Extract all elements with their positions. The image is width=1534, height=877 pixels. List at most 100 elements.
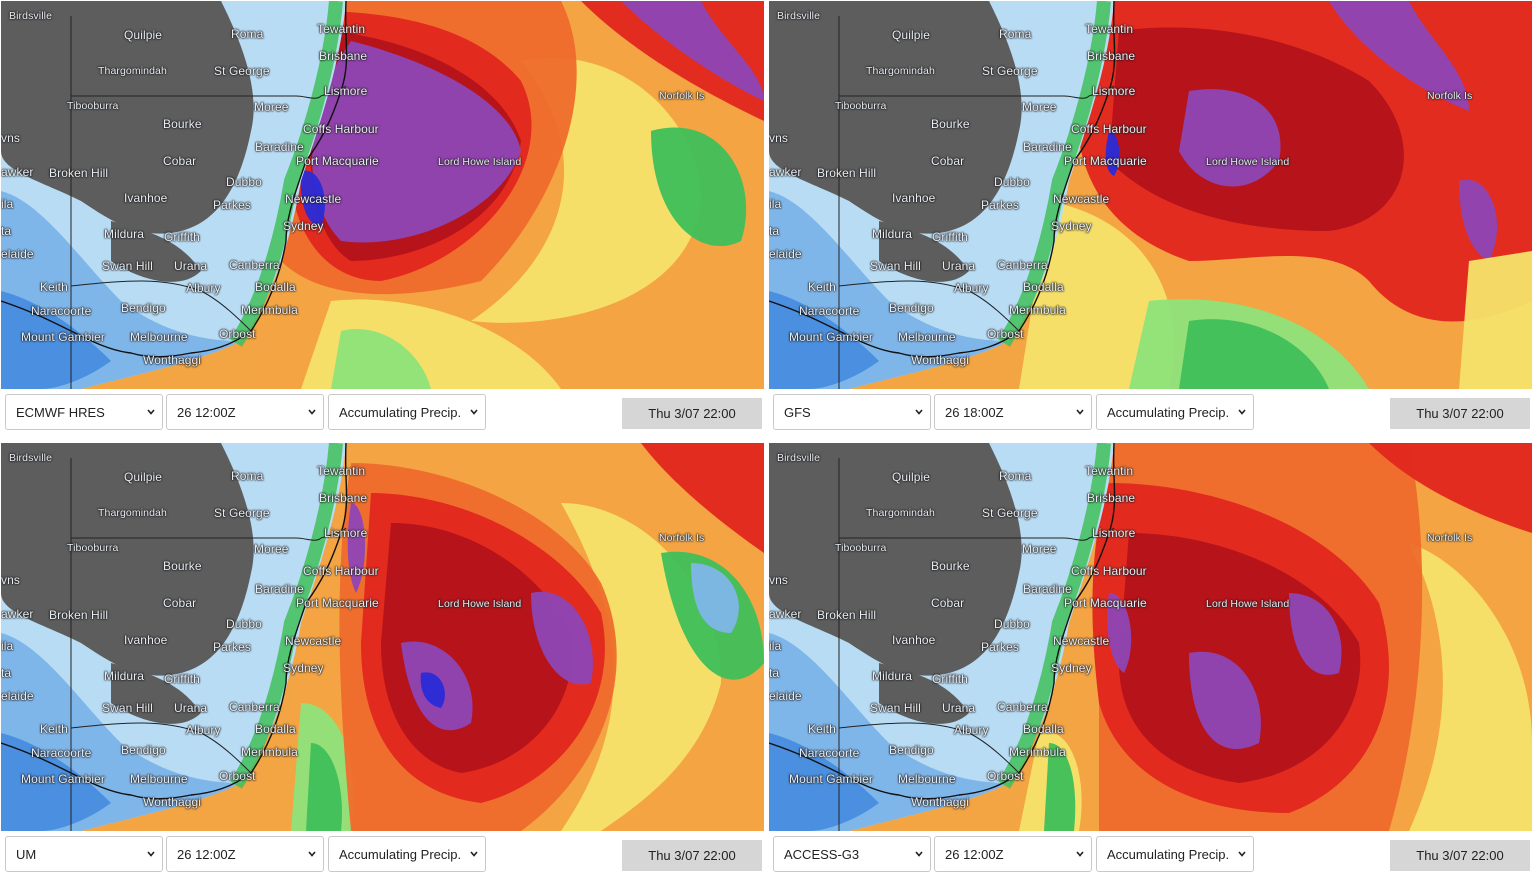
model-select-value: ECMWF HRES [16, 404, 105, 420]
place-label: Coffs Harbour [1071, 122, 1147, 136]
precip-contour [531, 591, 593, 685]
run-select-value: 26 12:00Z [945, 846, 1004, 862]
model-select[interactable]: ACCESS-G3 [773, 836, 931, 872]
place-label: Canberra [997, 700, 1048, 714]
place-label: Swan Hill [870, 701, 921, 715]
place-label: Newcastle [285, 634, 342, 648]
place-label: Griffith [164, 672, 200, 686]
place-label: Naracoorte [31, 304, 92, 318]
precip-map[interactable]: Birdsville Quilpie Roma Tewantin Brisbane Tha… [769, 443, 1532, 831]
run-select[interactable]: 26 12:00Z [166, 836, 324, 872]
model-select-value: ACCESS-G3 [784, 846, 860, 862]
precip-overlay [769, 443, 1532, 831]
variable-select[interactable]: Accumulating Precip. [328, 394, 486, 430]
run-select[interactable]: 26 18:00Z [934, 394, 1092, 430]
precip-map[interactable]: Birdsville Quilpie Roma Tewantin Brisbane Tha… [769, 1, 1532, 389]
place-label: Lord Howe Island [1206, 598, 1290, 610]
place-label: Quilpie [124, 470, 163, 484]
place-label: Mildura [104, 227, 145, 241]
place-label: Wonthaggi [911, 795, 970, 809]
place-label: Dubbo [994, 175, 1030, 189]
place-label: Birdsville [777, 10, 821, 22]
precip-contour [1107, 593, 1132, 673]
place-label: Tewantin [317, 22, 366, 36]
land-shading [1, 733, 111, 831]
model-select[interactable]: UM [5, 836, 163, 872]
precip-contour [306, 743, 342, 831]
precip-map[interactable]: Birdsville Quilpie Roma Tewantin Brisbane Tha… [1, 1, 764, 389]
run-select[interactable]: 26 12:00Z [934, 836, 1092, 872]
place-label: Naracoorte [799, 746, 860, 760]
land-shading [111, 663, 201, 724]
state-border [838, 722, 1020, 774]
place-label: Melbourne [130, 772, 188, 786]
land-shading [769, 733, 879, 831]
place-label: awker [769, 607, 802, 621]
place-label: Tibooburra [67, 542, 119, 554]
place-label: Mount Gambier [789, 330, 873, 344]
variable-select[interactable]: Accumulating Precip. [1096, 836, 1254, 872]
place-label: Birdsville [9, 452, 53, 464]
precip-contour [300, 170, 325, 226]
place-label: Urana [942, 701, 976, 715]
place-label: Baradine [1023, 140, 1072, 154]
coastline [769, 443, 1116, 800]
place-label: Mildura [872, 669, 913, 683]
place-label: Naracoorte [799, 304, 860, 318]
place-label: Lismore [1092, 84, 1136, 98]
place-label: Norfolk Is [1427, 532, 1473, 544]
land-shading [769, 443, 1022, 676]
place-label: Port Macquarie [1064, 596, 1147, 610]
place-label: St George [214, 506, 270, 520]
place-label: ta [1, 666, 12, 680]
place-label: Port Macquarie [296, 596, 379, 610]
run-select[interactable]: 26 12:00Z [166, 394, 324, 430]
place-label: Tibooburra [835, 100, 887, 112]
place-label: Thargomindah [866, 507, 935, 519]
precip-contour [691, 563, 739, 633]
place-label: Norfolk Is [659, 532, 705, 544]
panel-controls: ACCESS-G3 26 12:00Z Accumulating Precip. Th… [769, 836, 1532, 874]
land-shading [1, 291, 111, 389]
place-label: Ivanhoe [892, 191, 936, 205]
place-label: Sydney [1051, 219, 1092, 233]
place-label: Mildura [872, 227, 913, 241]
land-shading [769, 291, 879, 389]
precip-contour [621, 1, 764, 101]
place-label: Quilpie [124, 28, 163, 42]
land-shading [769, 1, 1022, 234]
model-select-value: GFS [784, 404, 811, 420]
precip-contour [347, 503, 366, 593]
place-label: Roma [231, 27, 264, 41]
precip-map[interactable]: Birdsville Quilpie Roma Tewantin Brisbane Tha… [1, 443, 764, 831]
land-shading [111, 221, 201, 282]
state-border [70, 722, 252, 774]
place-label: Swan Hill [870, 259, 921, 273]
chevron-down-icon [1076, 851, 1084, 857]
precip-contour [641, 443, 764, 553]
place-label: ta [1, 224, 12, 238]
place-label: elaide [1, 689, 34, 703]
place-label: Broken Hill [49, 608, 109, 622]
land-shading [1, 443, 254, 676]
place-label: Brisbane [319, 491, 368, 505]
land-shading [879, 221, 969, 282]
variable-select[interactable]: Accumulating Precip. [328, 836, 486, 872]
variable-select[interactable]: Accumulating Precip. [1096, 394, 1254, 430]
panel-controls: UM 26 12:00Z Accumulating Precip. Thu 3/07 … [1, 836, 764, 874]
place-label: Urana [942, 259, 976, 273]
place-label: Bodalla [1023, 280, 1064, 294]
precip-contour [1044, 743, 1076, 831]
place-label: Bourke [163, 559, 202, 573]
precip-contour [1289, 593, 1342, 675]
place-label: Tewantin [1085, 22, 1134, 36]
model-select[interactable]: GFS [773, 394, 931, 430]
place-label: Sydney [283, 219, 324, 233]
place-label: vns [769, 573, 788, 587]
place-label: ila [1, 639, 14, 653]
place-label: Moree [254, 100, 289, 114]
place-label: Ivanhoe [892, 633, 936, 647]
model-select[interactable]: ECMWF HRES [5, 394, 163, 430]
place-label: Canberra [229, 700, 280, 714]
